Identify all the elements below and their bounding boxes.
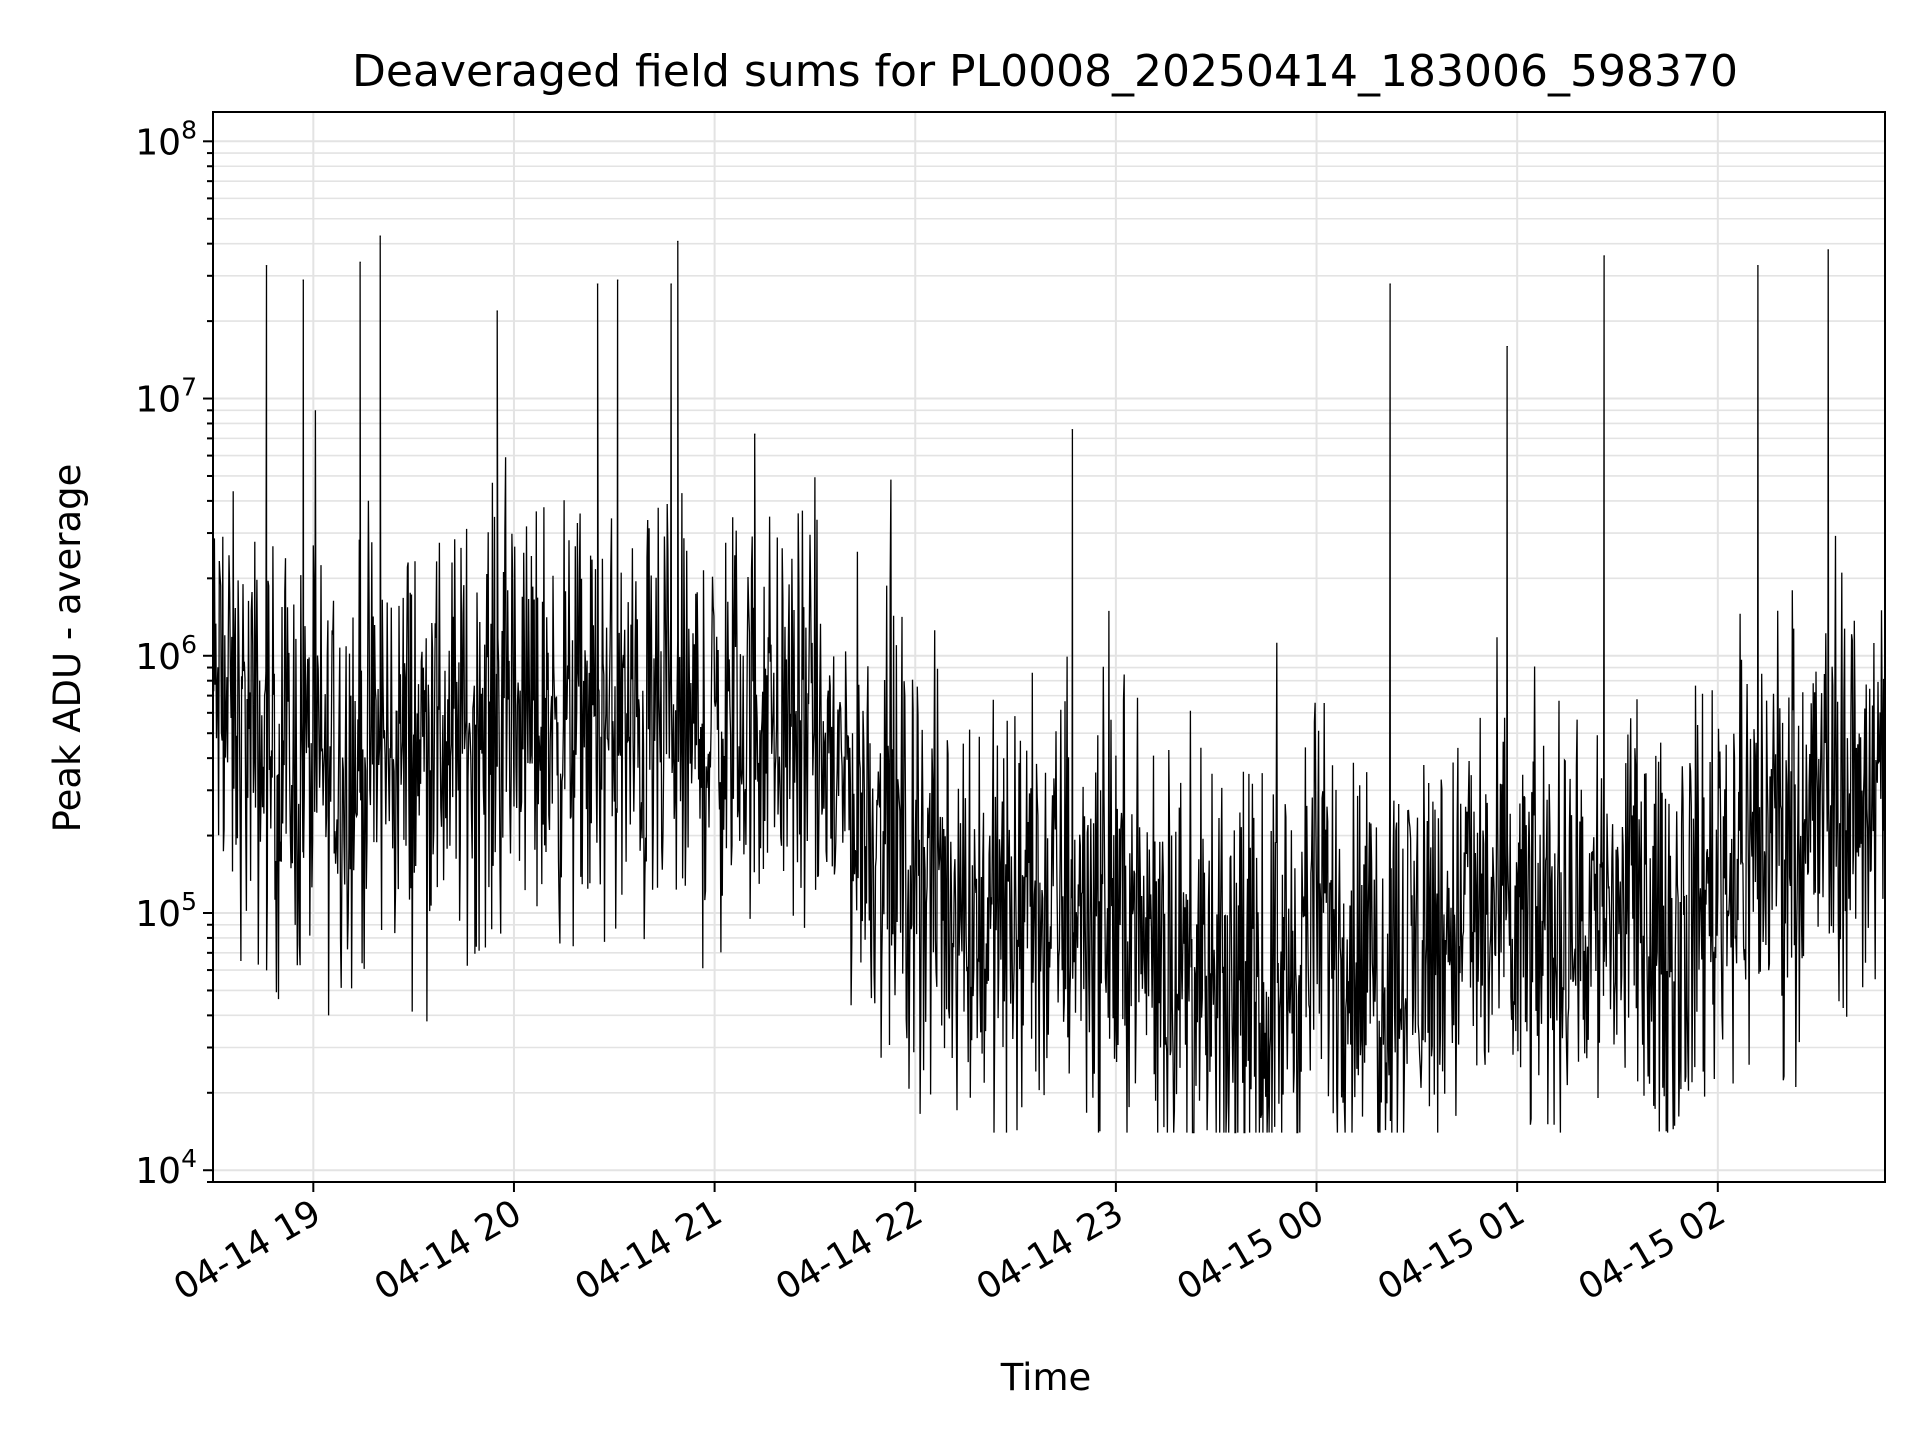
y-tick-exponent: 7	[181, 373, 197, 402]
y-tick-label: 104	[135, 1144, 197, 1192]
y-tick-exponent: 4	[181, 1144, 197, 1173]
series-layer	[212, 235, 1886, 1134]
x-axis-label: Time	[1000, 1356, 1092, 1399]
y-tick-label: 108	[135, 115, 197, 163]
y-tick-exponent: 5	[181, 887, 197, 916]
y-tick-exponent: 8	[181, 115, 197, 144]
y-tick-base: 10	[135, 1151, 181, 1192]
y-axis-label: Peak ADU - average	[46, 464, 89, 833]
y-tick-label: 106	[135, 630, 197, 678]
y-tick-base: 10	[135, 122, 181, 163]
y-tick-base: 10	[135, 380, 181, 421]
y-tick-base: 10	[135, 894, 181, 935]
y-tick-label: 107	[135, 373, 197, 421]
y-tick-label: 105	[135, 887, 197, 935]
y-tick-base: 10	[135, 637, 181, 678]
series-line	[212, 235, 1886, 1134]
plot-frame	[212, 111, 1886, 1183]
y-tick-exponent: 6	[181, 630, 197, 659]
chart-title: Deaveraged field sums for PL0008_2025041…	[352, 46, 1738, 97]
